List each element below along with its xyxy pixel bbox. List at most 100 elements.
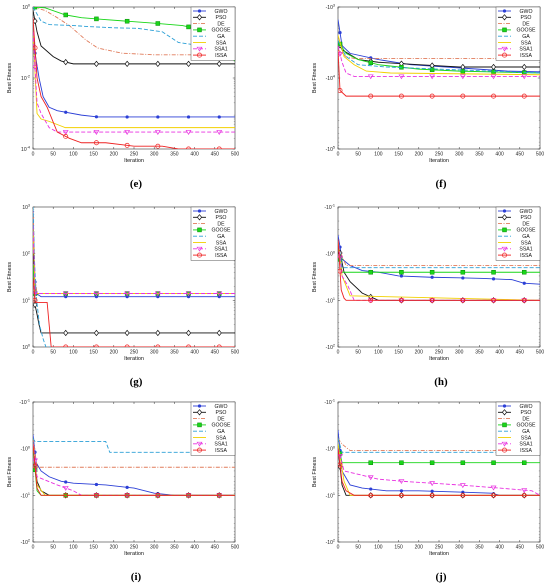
panel-caption: (f) xyxy=(436,178,447,190)
series-marker-issa xyxy=(491,297,496,303)
y-axis-label: Best Fitness xyxy=(7,262,13,293)
series-marker-issa xyxy=(429,492,435,498)
legend-marker-pso xyxy=(196,14,203,21)
series-line-ga xyxy=(338,40,540,74)
y-axis-label: Best Fitness xyxy=(7,457,13,488)
legend-label-gwo: GWO xyxy=(215,9,228,15)
legend-label-ssa1: SSA1 xyxy=(519,442,532,448)
series-marker-issa xyxy=(338,462,343,468)
x-tick-label: 300 xyxy=(150,152,159,158)
legend-marker-goose xyxy=(197,422,202,428)
legend-label-ssa1: SSA1 xyxy=(519,247,532,253)
legend-marker-issa xyxy=(502,447,507,453)
series-marker-ssa1 xyxy=(459,483,466,489)
legend-marker-gwo xyxy=(502,9,507,13)
chart-panel-2: 0 50 100 150 200 250 300 350 400 450 5001001011021… xyxy=(7,204,239,388)
y-tick-label: 103 xyxy=(22,204,30,211)
x-tick-label: 150 xyxy=(89,350,98,356)
series-marker-ssa1 xyxy=(154,130,161,135)
x-tick-label: 450 xyxy=(516,152,525,158)
y-tick-exponent: 2 xyxy=(28,539,30,543)
series-marker-issa xyxy=(124,492,130,498)
series-marker-gwo xyxy=(94,482,99,487)
x-tick-label: 50 xyxy=(355,350,361,356)
series-group xyxy=(338,430,540,499)
series-marker-goose xyxy=(368,460,373,465)
y-tick-label: 10-2 xyxy=(21,75,30,82)
legend-label-goose: GOOSE xyxy=(211,423,231,429)
legend-label-ga: GA xyxy=(522,429,530,435)
legend-marker-issa xyxy=(197,447,202,453)
legend-label-pso: PSO xyxy=(521,15,532,21)
legend-marker-issa xyxy=(197,52,202,58)
series-marker-issa xyxy=(33,297,38,303)
series-marker-ssa1 xyxy=(216,291,223,297)
series-marker-gwo xyxy=(156,295,160,299)
series-marker-issa xyxy=(429,93,435,99)
series-marker-issa xyxy=(124,344,130,347)
panel-caption: (i) xyxy=(131,571,142,583)
y-tick-label: -10-1 xyxy=(324,399,335,406)
legend-marker-ssa1 xyxy=(501,46,508,52)
legend-label-ga: GA xyxy=(217,429,225,435)
series-marker-gwo xyxy=(186,115,191,119)
y-tick-exponent: -1 xyxy=(332,204,335,208)
series-marker-ssa1 xyxy=(490,485,497,491)
series-marker-gwo xyxy=(125,295,129,299)
legend-label-ga: GA xyxy=(217,234,225,240)
series-marker-issa xyxy=(33,463,38,469)
y-tick-label: -101 xyxy=(21,492,30,499)
series-marker-goose xyxy=(155,21,161,26)
legend-label-de: DE xyxy=(217,416,225,422)
legend-label-de: DE xyxy=(522,21,530,27)
series-marker-ssa1 xyxy=(367,74,374,80)
x-tick-label: 0 xyxy=(32,152,35,158)
series-marker-goose xyxy=(368,269,373,275)
series-marker-ssa1 xyxy=(62,291,69,297)
series-marker-issa xyxy=(124,142,130,148)
series-marker-pso xyxy=(63,329,69,337)
x-tick-label: 0 xyxy=(337,350,340,356)
series-marker-ssa1 xyxy=(124,130,131,135)
series-marker-issa xyxy=(521,492,527,498)
series-marker-ssa1 xyxy=(367,475,374,481)
series-line-ssa1 xyxy=(33,225,235,294)
x-tick-label: 250 xyxy=(130,152,139,158)
series-marker-ssa1 xyxy=(490,74,497,80)
legend-label-goose: GOOSE xyxy=(211,28,231,34)
series-marker-gwo xyxy=(461,490,465,494)
legend-marker-pso xyxy=(501,409,508,416)
series-line-gwo xyxy=(338,19,540,73)
x-tick-label: 300 xyxy=(150,350,159,356)
series-marker-ssa1 xyxy=(398,479,405,485)
legend-label-ssa1: SSA1 xyxy=(214,247,227,253)
x-tick-label: 450 xyxy=(211,152,220,158)
series-marker-issa xyxy=(338,88,343,93)
series-marker-ssa1 xyxy=(124,291,131,297)
series-marker-pso xyxy=(93,329,99,337)
series-marker-gwo xyxy=(399,274,404,278)
x-tick-label: 400 xyxy=(190,545,199,551)
series-line-gwo xyxy=(33,434,235,496)
legend-label-issa: ISSA xyxy=(520,448,532,454)
x-tick-label: 200 xyxy=(415,350,424,356)
x-tick-label: 150 xyxy=(394,152,403,158)
series-line-ssa1 xyxy=(33,31,235,133)
legend-marker-ssa1 xyxy=(501,441,508,447)
y-tick-label: -102 xyxy=(326,539,335,546)
series-marker-goose xyxy=(491,69,496,75)
legend-marker-gwo xyxy=(502,404,507,408)
x-tick-label: 100 xyxy=(374,545,383,551)
series-marker-issa xyxy=(155,344,161,347)
x-tick-label: 100 xyxy=(374,152,383,158)
legend-label-de: DE xyxy=(522,221,530,227)
legend-label-pso: PSO xyxy=(216,410,227,416)
series-marker-ssa1 xyxy=(338,51,343,57)
series-line-ssa1 xyxy=(338,45,540,77)
x-tick-label: 350 xyxy=(475,545,484,551)
